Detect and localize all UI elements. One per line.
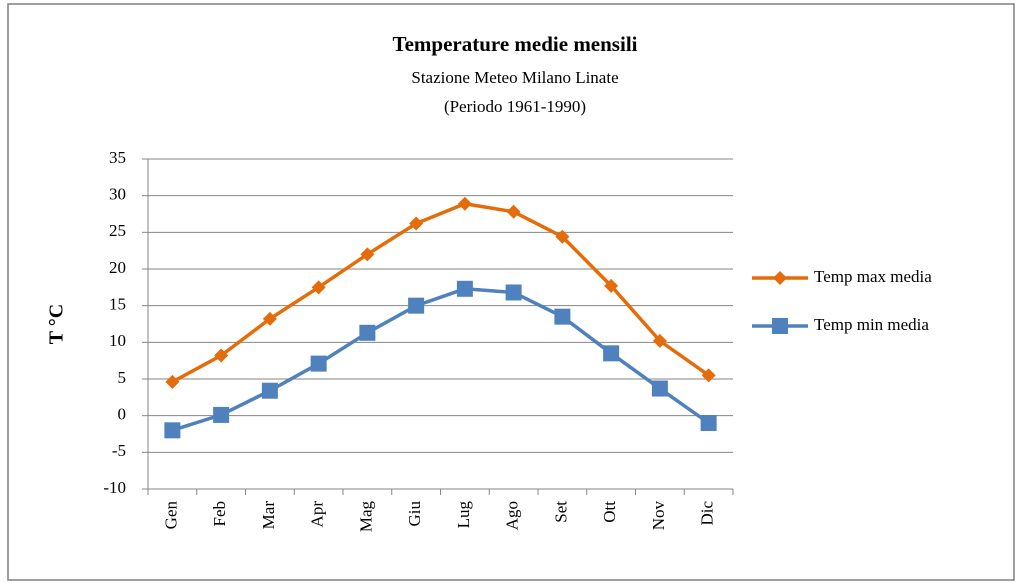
x-tick-label: Dic — [698, 501, 717, 526]
point-marker — [773, 271, 787, 285]
x-tick-label: Lug — [454, 501, 473, 529]
y-tick-label: 30 — [109, 185, 126, 204]
point-marker — [409, 216, 424, 231]
y-tick-label: -10 — [103, 478, 126, 497]
y-tick-label: 0 — [118, 405, 127, 424]
y-axis-label: T °C — [46, 304, 68, 344]
point-marker — [554, 308, 571, 325]
point-marker — [360, 247, 375, 262]
x-tick-label: Mar — [259, 501, 278, 530]
x-tick-label: Nov — [649, 501, 668, 531]
series-line — [171, 201, 710, 384]
point-marker — [457, 196, 472, 211]
point-marker — [359, 324, 376, 341]
point-marker — [555, 229, 570, 244]
point-marker — [603, 345, 620, 362]
point-marker — [213, 406, 230, 423]
x-tick-label: Gen — [161, 501, 180, 530]
point-marker — [701, 368, 716, 383]
point-marker — [261, 382, 278, 399]
point-marker — [505, 284, 522, 301]
chart-title: Temperature medie mensili — [393, 32, 638, 56]
y-tick-label: 10 — [109, 331, 126, 350]
point-marker — [310, 355, 327, 372]
point-marker — [164, 422, 181, 439]
legend-label: Temp min media — [814, 315, 929, 334]
point-marker — [214, 348, 229, 363]
point-marker — [652, 333, 667, 348]
point-marker — [262, 311, 277, 326]
x-tick-label: Mag — [356, 501, 375, 533]
y-tick-label: 25 — [109, 221, 126, 240]
y-tick-label: 15 — [109, 295, 126, 314]
point-marker — [604, 278, 619, 293]
point-marker — [506, 204, 521, 219]
x-tick-label: Set — [551, 501, 570, 523]
y-tick-label: 5 — [118, 368, 127, 387]
series-line — [171, 287, 710, 433]
x-tick-label: Ott — [600, 501, 619, 523]
x-tick-label: Giu — [405, 501, 424, 527]
point-marker — [311, 280, 326, 295]
chart-subtitle: (Periodo 1961-1990) — [444, 97, 586, 116]
x-tick-label: Ago — [503, 501, 522, 530]
point-marker — [165, 374, 180, 389]
point-marker — [700, 415, 717, 431]
point-marker — [772, 318, 788, 334]
y-tick-label: 35 — [109, 148, 126, 167]
point-marker — [651, 380, 668, 397]
point-marker — [456, 280, 473, 297]
x-tick-label: Feb — [210, 501, 229, 527]
point-marker — [408, 297, 425, 314]
chart-subtitle: Stazione Meteo Milano Linate — [411, 68, 618, 87]
x-tick-label: Apr — [308, 501, 327, 528]
y-tick-label: -5 — [112, 441, 126, 460]
legend-label: Temp max media — [814, 267, 932, 286]
y-tick-label: 20 — [109, 258, 126, 277]
